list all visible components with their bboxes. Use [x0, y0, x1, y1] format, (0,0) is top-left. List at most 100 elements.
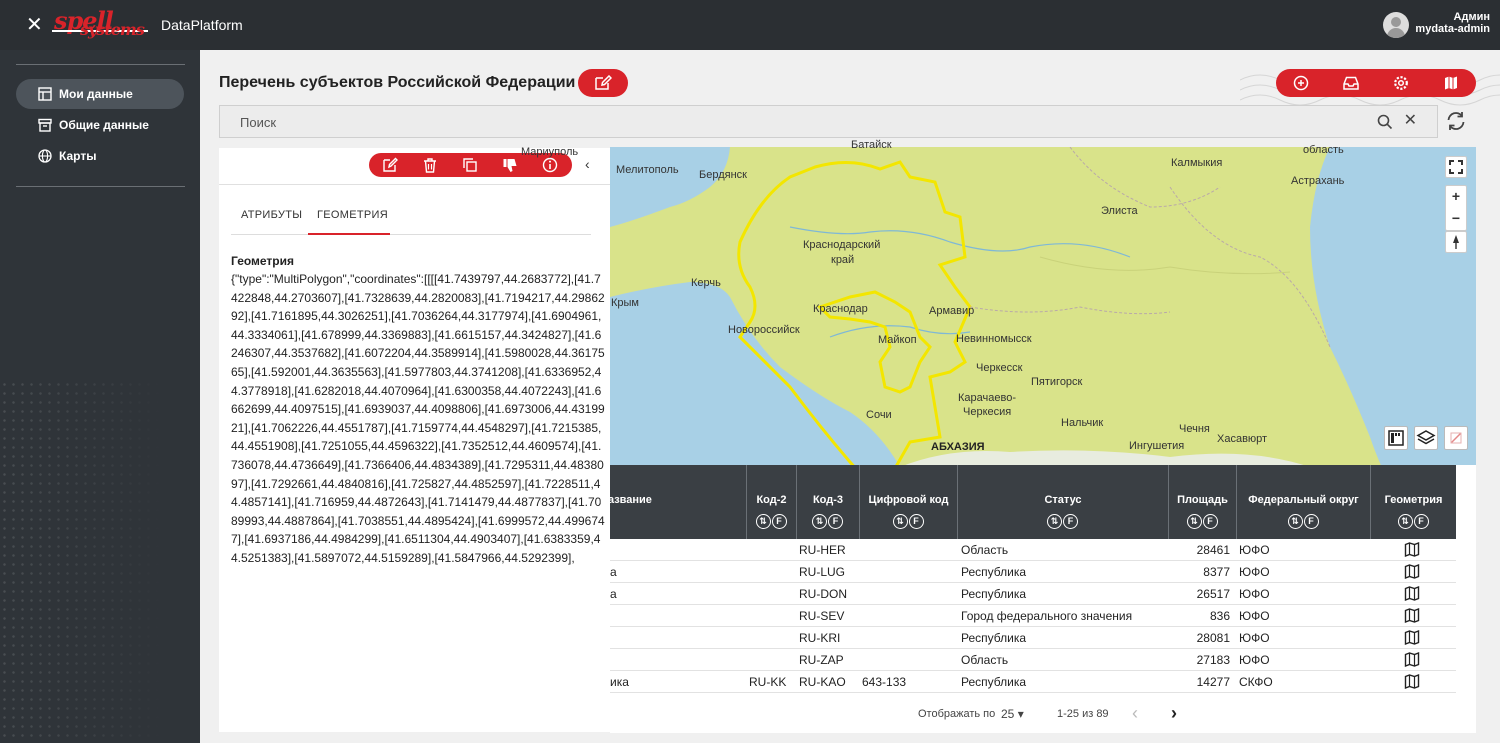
layers-button[interactable]: [1414, 426, 1438, 450]
table-header: Название Код-2 ⇅ F Код-3 ⇅ F Цифровой код ⇅ F …: [600, 465, 1456, 539]
archive-icon: [38, 118, 52, 132]
next-page-icon[interactable]: ›: [1171, 703, 1177, 723]
clear-search-icon[interactable]: ✕: [1403, 112, 1417, 129]
legend-button[interactable]: [1384, 426, 1408, 450]
gear-icon: [1394, 76, 1408, 90]
map-label: Майкоп: [878, 334, 917, 346]
collapse-panel-icon[interactable]: ‹: [585, 156, 590, 172]
map-icon[interactable]: [1404, 630, 1420, 645]
user-login: mydata-admin: [1415, 23, 1490, 35]
map-label: край: [831, 254, 855, 266]
top-bar: ✕ spell systems DataPlatform Админ mydat…: [0, 0, 1500, 50]
delete-feature-button[interactable]: [410, 153, 450, 177]
pagination: Отображать по 25 ▾ 1-25 из 89 ‹ ›: [610, 695, 1476, 733]
table-row[interactable]: ика RU-KK RU-KAO 643-133 Республика 14277 СКФО: [610, 671, 1456, 693]
copy-feature-button[interactable]: [450, 153, 490, 177]
column-header-status[interactable]: Статус ⇅ F: [957, 465, 1168, 539]
map-icon[interactable]: [1404, 564, 1420, 579]
column-header-area[interactable]: Площадь ⇅ F: [1168, 465, 1236, 539]
table-cell-district: ЮФО: [1239, 543, 1270, 557]
map-label: Крым: [611, 297, 639, 309]
fullscreen-button[interactable]: [1445, 156, 1467, 178]
search-bar: Поиск ✕: [219, 105, 1438, 138]
map-label: Сочи: [866, 409, 892, 421]
table-cell-code2: RU-KK: [749, 675, 787, 689]
table-cell-name: а: [610, 565, 617, 579]
edit-title-button[interactable]: [578, 69, 628, 97]
table-cell-code3: RU-DON: [799, 587, 847, 601]
table-cell-area: 836: [1209, 609, 1230, 623]
sidebar-item-label: Общие данные: [59, 118, 149, 132]
table-cell-status: Область: [961, 653, 1009, 667]
table-row[interactable]: RU-ZAP Область 27183 ЮФО: [610, 649, 1456, 671]
map-label: Мелитополь: [616, 164, 679, 176]
map-icon[interactable]: [1404, 674, 1420, 689]
map-view[interactable]: [610, 147, 1476, 504]
zoom-out-button[interactable]: −: [1451, 210, 1461, 226]
table-cell-status: Республика: [961, 565, 1027, 579]
sidebar-item-label: Мои данные: [59, 87, 133, 101]
sidebar-item-shared-data[interactable]: Общие данные: [16, 110, 184, 140]
map-view-button[interactable]: [1426, 69, 1476, 97]
column-header-name[interactable]: Название: [600, 494, 652, 506]
sidebar-item-label: Карты: [59, 149, 97, 163]
globe-icon: [38, 149, 52, 163]
column-header-code3[interactable]: Код-3 ⇅ F: [796, 465, 859, 539]
sidebar-item-maps[interactable]: Карты: [16, 141, 184, 171]
table-row[interactable]: а RU-DON Республика 26517 ЮФО: [610, 583, 1456, 605]
dislike-button[interactable]: [490, 153, 530, 177]
user-menu[interactable]: Админ mydata-admin: [1383, 11, 1490, 38]
inbox-button[interactable]: [1326, 69, 1376, 97]
map-icon[interactable]: [1404, 542, 1420, 557]
column-header-district[interactable]: Федеральный округ ⇅ F: [1236, 465, 1370, 539]
tab-attributes[interactable]: АТРИБУТЫ: [241, 209, 303, 221]
map-icon[interactable]: [1404, 586, 1420, 601]
panel-toolbar: [369, 153, 572, 177]
avatar-icon[interactable]: [1383, 12, 1410, 38]
prev-page-icon[interactable]: ‹: [1132, 703, 1138, 723]
close-icon[interactable]: ✕: [26, 14, 43, 36]
per-page-select[interactable]: 25 ▾: [1001, 707, 1024, 721]
column-header-digital-code[interactable]: Цифровой код ⇅ F: [859, 465, 957, 539]
tab-geometry[interactable]: ГЕОМЕТРИЯ: [308, 208, 390, 235]
map-label: Краснодар: [813, 303, 868, 315]
table-cell-district: СКФО: [1239, 675, 1273, 689]
info-button[interactable]: [530, 153, 570, 177]
sidebar: Мои данные Общие данные Карты: [0, 50, 200, 743]
sort-filter-icon: ⇅ F: [892, 514, 925, 530]
map-label: Краснодарский: [803, 239, 881, 251]
compass-button[interactable]: [1445, 231, 1467, 253]
map-label: Новороссийск: [728, 324, 800, 336]
table-row[interactable]: RU-SEV Город федерального значения 836 ЮФО: [610, 605, 1456, 627]
refresh-icon[interactable]: [1445, 111, 1467, 131]
page-title: Перечень субъектов Российской Федерации: [219, 74, 576, 91]
sort-filter-icon: ⇅ F: [812, 514, 844, 530]
info-icon: [542, 157, 558, 173]
zoom-in-button[interactable]: +: [1451, 188, 1461, 204]
search-icon[interactable]: [1377, 114, 1393, 130]
sidebar-item-my-data[interactable]: Мои данные: [16, 79, 184, 109]
table-row[interactable]: RU-HER Область 28461 ЮФО: [610, 539, 1456, 561]
sidebar-divider: [16, 186, 185, 187]
map-icon[interactable]: [1404, 608, 1420, 623]
search-input[interactable]: Поиск: [240, 115, 277, 130]
column-header-code2[interactable]: Код-2 ⇅ F: [746, 465, 796, 539]
map-label: Элиста: [1101, 205, 1138, 217]
map-icon[interactable]: [1404, 652, 1420, 667]
panel-tabs: АТРИБУТЫ ГЕОМЕТРИЯ: [231, 208, 591, 235]
table-cell-name: а: [610, 587, 617, 601]
copy-icon: [463, 158, 477, 172]
add-button[interactable]: [1276, 69, 1326, 97]
page-range: 1-25 из 89: [1057, 708, 1109, 720]
edit-feature-button[interactable]: [370, 153, 410, 177]
table-row[interactable]: а RU-LUG Республика 8377 ЮФО: [610, 561, 1456, 583]
settings-button[interactable]: [1376, 69, 1426, 97]
plus-circle-icon: [1293, 75, 1309, 91]
table-row[interactable]: RU-KRI Республика 28081 ЮФО: [610, 627, 1456, 649]
column-header-geometry[interactable]: Геометрия ⇅ F: [1370, 465, 1456, 539]
map-label: Ингушетия: [1129, 440, 1185, 452]
map-label: Калмыкия: [1171, 157, 1223, 169]
map-label: Керчь: [691, 277, 721, 289]
clear-selection-button[interactable]: [1444, 426, 1468, 450]
table-cell-area: 28461: [1196, 543, 1230, 557]
